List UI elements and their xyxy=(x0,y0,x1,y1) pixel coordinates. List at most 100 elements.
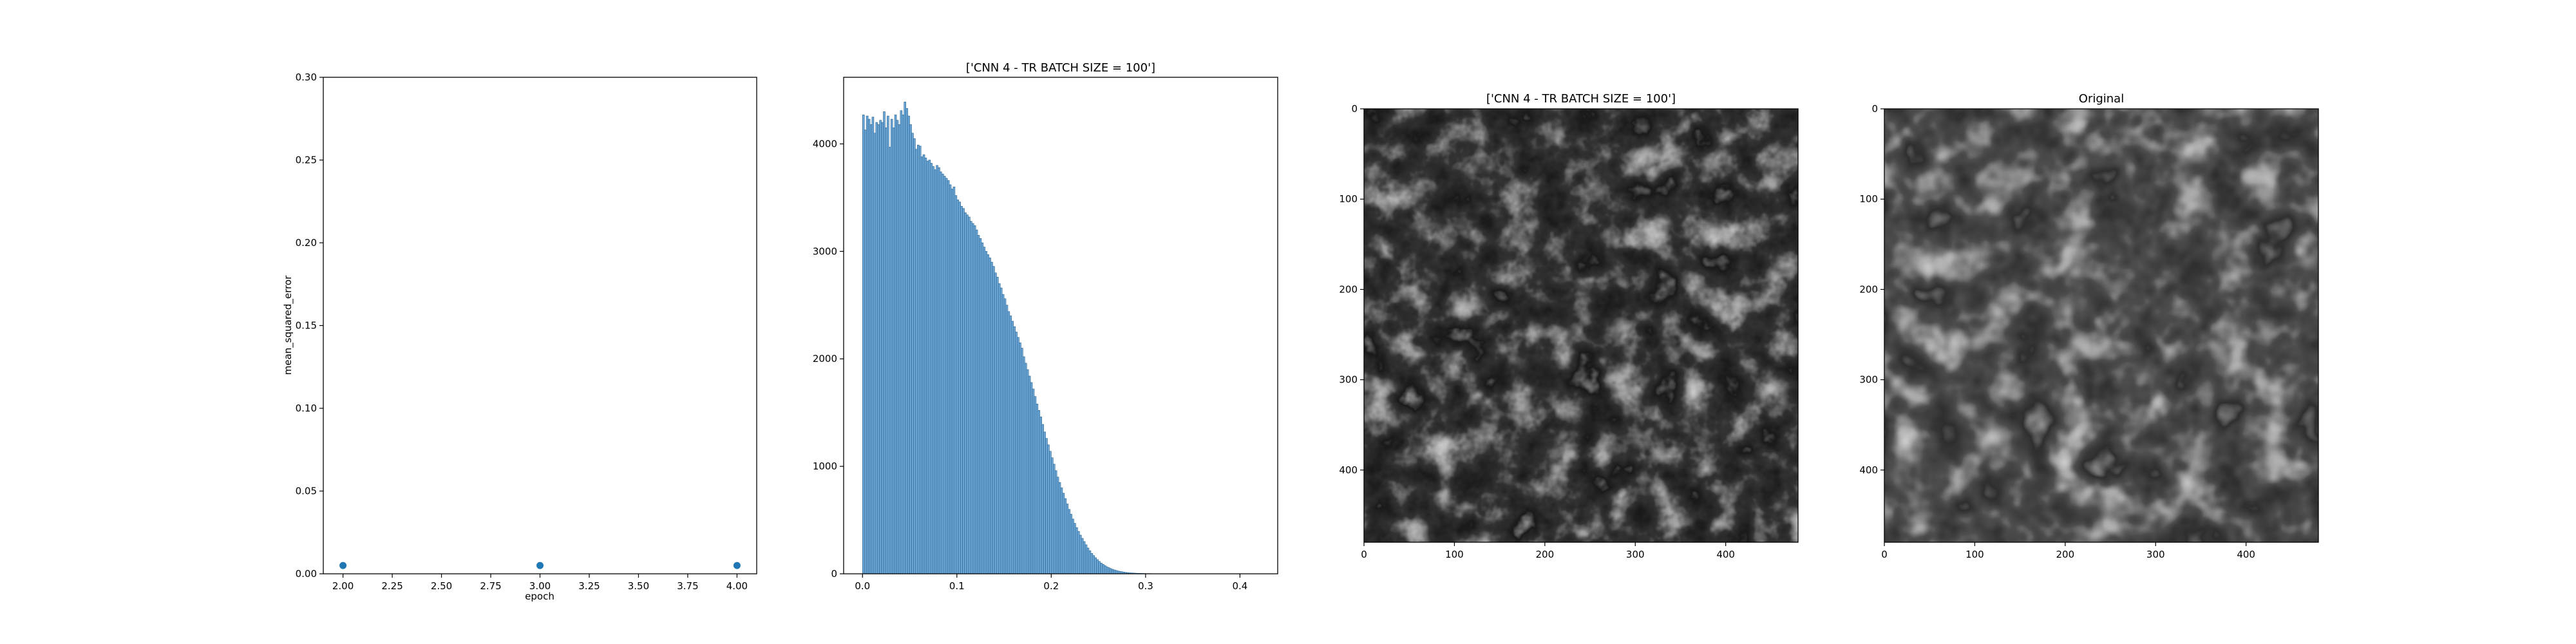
histogram-x-tick-label: 0.3 xyxy=(1138,580,1153,592)
histogram-bar xyxy=(916,144,920,574)
histogram-bar xyxy=(1051,457,1054,574)
histogram-bar xyxy=(1083,541,1086,574)
histogram-bar xyxy=(1001,294,1005,574)
original-x-tick-label: 400 xyxy=(2237,549,2255,560)
histogram-bar xyxy=(1056,477,1059,574)
reconstruction-x-tick-label: 400 xyxy=(1716,549,1735,560)
scatter-point xyxy=(339,562,347,569)
histogram-bar xyxy=(1077,531,1080,574)
histogram-bar xyxy=(1049,451,1052,574)
histogram-bar xyxy=(1039,417,1042,574)
original-image xyxy=(1884,109,2318,542)
histogram-bar xyxy=(951,189,954,574)
scatter-y-tick-label: 0.25 xyxy=(296,155,317,166)
histogram-bar xyxy=(1005,305,1009,574)
histogram-bar xyxy=(920,156,923,574)
histogram-bar xyxy=(877,124,880,574)
histogram-bar xyxy=(1107,567,1110,574)
histogram-bar xyxy=(977,235,980,574)
histogram-bar xyxy=(1079,535,1082,574)
histogram-bar xyxy=(881,122,884,574)
reconstruction-x-tick-label: 0 xyxy=(1361,549,1367,560)
histogram-bar xyxy=(1011,321,1014,574)
scatter-y-ticks: 0.00 0.05 0.10 0.15 0.20 0.25 0.30 xyxy=(296,71,323,580)
histogram-x-tick-label: 0.0 xyxy=(855,580,870,592)
histogram-bar xyxy=(1117,571,1120,574)
scatter-point xyxy=(733,562,741,569)
histogram-bar xyxy=(1088,550,1092,574)
histogram-bar xyxy=(909,124,912,574)
reconstruction-title: ['CNN 4 - TR BATCH SIZE = 100'] xyxy=(1486,92,1676,106)
histogram-bar xyxy=(862,115,865,574)
histogram-bar xyxy=(1100,563,1103,574)
histogram-bar xyxy=(1090,553,1094,574)
reconstruction-y-tick-label: 200 xyxy=(1339,283,1358,295)
histogram-bar xyxy=(973,225,976,574)
histogram-bar xyxy=(867,118,871,574)
histogram-bar xyxy=(1070,514,1072,574)
histogram-bar xyxy=(1060,488,1063,574)
histogram-bar xyxy=(1115,570,1118,574)
original-x-tick-label: 100 xyxy=(1965,549,1984,560)
histogram-bar xyxy=(896,120,899,574)
scatter-x-ticks: 2.00 2.25 2.50 2.75 3.00 3.25 3.50 3.75 4.00 xyxy=(332,574,748,592)
scatter-x-tick-label: 2.00 xyxy=(332,580,354,592)
histogram-bar xyxy=(1106,566,1108,574)
histogram-axes-frame xyxy=(843,77,1278,574)
histogram-bar xyxy=(1113,569,1116,574)
scatter-x-tick-label: 3.50 xyxy=(628,580,649,592)
original-y-tick-label: 200 xyxy=(1859,283,1878,295)
histogram-bar xyxy=(1036,404,1039,574)
histogram-bar xyxy=(943,176,946,574)
histogram-bar xyxy=(983,247,986,574)
histogram-bar xyxy=(1092,555,1095,574)
histogram-bar xyxy=(1028,375,1031,574)
histogram-bar xyxy=(915,149,918,574)
histogram-bar xyxy=(964,212,967,574)
histogram-bar xyxy=(864,129,867,574)
original-y-tick-label: 100 xyxy=(1859,193,1878,205)
histogram-bar xyxy=(907,115,910,574)
scatter-x-axis-label: epoch xyxy=(525,591,554,602)
histogram-bar xyxy=(1062,493,1065,574)
scatter-x-tick-label: 3.00 xyxy=(529,580,551,592)
histogram-bar xyxy=(1023,356,1025,574)
reconstruction-x-ticks: 0 100 200 300 400 xyxy=(1361,542,1735,560)
histogram-bar xyxy=(889,147,891,574)
original-x-tick-label: 200 xyxy=(2056,549,2075,560)
original-x-ticks: 0 100 200 300 400 xyxy=(1881,542,2255,560)
histogram-x-tick-label: 0.1 xyxy=(949,580,965,592)
scatter-y-axis-label: mean_squared_error xyxy=(282,275,294,375)
histogram-bar xyxy=(970,221,972,574)
histogram-panel: ['CNN 4 - TR BATCH SIZE = 100'] 0.0 0.1 0.… xyxy=(813,61,1278,592)
histogram-y-tick-label: 0 xyxy=(831,568,837,580)
original-y-tick-label: 0 xyxy=(1871,103,1878,115)
histogram-bars xyxy=(862,102,1157,574)
histogram-bar xyxy=(990,261,993,574)
histogram-bar xyxy=(902,115,905,574)
histogram-bar xyxy=(932,166,934,574)
histogram-bar xyxy=(947,180,950,574)
histogram-bar xyxy=(994,272,997,574)
histogram-bar xyxy=(1019,342,1021,574)
histogram-bar xyxy=(945,178,948,574)
scatter-x-tick-label: 2.75 xyxy=(480,580,501,592)
histogram-bar xyxy=(1081,538,1084,574)
histogram-bar xyxy=(1096,559,1099,574)
histogram-bar xyxy=(883,111,886,574)
histogram-x-tick-label: 0.2 xyxy=(1043,580,1059,592)
original-y-ticks: 0 100 200 300 400 xyxy=(1859,103,1884,476)
histogram-bar xyxy=(1058,482,1061,574)
scatter-x-tick-label: 2.25 xyxy=(381,580,402,592)
histogram-bar xyxy=(962,208,965,574)
original-panel: Original 0 100 200 300 400 0 100 200 300 400 xyxy=(1859,92,2319,560)
scatter-x-tick-label: 2.50 xyxy=(431,580,452,592)
reconstruction-x-tick-label: 200 xyxy=(1536,549,1555,560)
scatter-y-tick-label: 0.20 xyxy=(296,237,317,249)
histogram-x-tick-label: 0.4 xyxy=(1232,580,1247,592)
histogram-bar xyxy=(1009,316,1012,574)
histogram-bar xyxy=(992,266,995,574)
histogram-bar xyxy=(949,184,952,574)
histogram-bar xyxy=(911,133,914,574)
